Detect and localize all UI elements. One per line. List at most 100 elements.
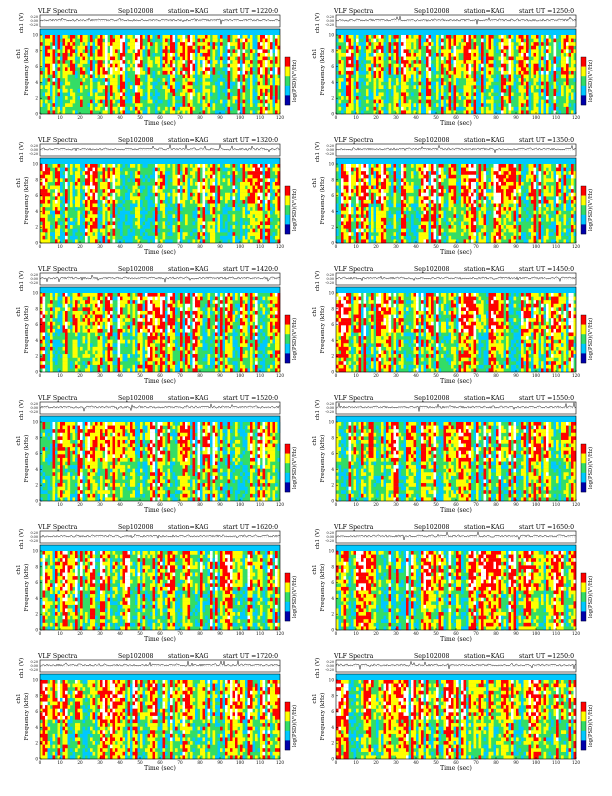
spectrogram-cell <box>384 110 387 114</box>
spectrogram-cell <box>263 53 266 57</box>
spectrogram-cell <box>481 92 484 96</box>
spectrogram-cell <box>233 236 236 240</box>
spectrogram-cell <box>381 211 384 215</box>
spectrogram-cell <box>371 229 374 233</box>
spectrogram-cell <box>175 193 178 197</box>
spectrogram-cell <box>424 39 427 43</box>
spectrogram-cell <box>153 214 156 218</box>
spectrogram-cell <box>374 75 377 79</box>
spectrogram-cell <box>454 89 457 93</box>
spectrogram-cell <box>250 78 253 82</box>
spectrogram-cell <box>103 239 106 243</box>
spectrogram-cell <box>235 71 238 75</box>
spectrogram-cell <box>464 35 467 39</box>
spectrogram-cell <box>235 67 238 71</box>
spectrogram-cell <box>110 49 113 53</box>
panel-title: VLF Spectra <box>37 8 78 15</box>
spectrogram-cell <box>456 53 459 57</box>
spectrogram-cell <box>349 200 352 204</box>
spectrogram-cell <box>250 178 253 182</box>
spectrogram-cell <box>386 75 389 79</box>
spectrogram-cell <box>541 57 544 61</box>
spectrogram-cell <box>364 168 367 172</box>
spectrogram-cell <box>43 57 46 61</box>
spectrogram-cell <box>105 171 108 175</box>
spectrogram-cell <box>175 35 178 39</box>
spectrogram-cell <box>424 82 427 86</box>
spectrogram-cell <box>168 53 171 57</box>
spectrogram-cell <box>401 193 404 197</box>
spectrogram-cell <box>178 42 181 46</box>
spectrogram-cell <box>173 110 176 114</box>
spectrogram-cell <box>426 78 429 82</box>
spectrogram-cell <box>113 168 116 172</box>
spectrogram-cell <box>230 92 233 96</box>
spectrogram-cell <box>108 171 111 175</box>
spectrogram-cell <box>43 225 46 229</box>
spectrogram-cell <box>441 82 444 86</box>
spectrogram-cell <box>203 71 206 75</box>
spectrogram-cell <box>466 89 469 93</box>
spectrogram-cell <box>240 103 243 107</box>
spectrogram-cell <box>63 175 66 179</box>
spectrogram-cell <box>218 92 221 96</box>
spectrogram-cell <box>268 96 271 100</box>
spectrogram-cell <box>73 193 76 197</box>
spectrogram-cell <box>389 225 392 229</box>
spectrogram-cell <box>93 100 96 104</box>
spectrogram-cell <box>153 171 156 175</box>
spectrogram-cell <box>273 82 276 86</box>
spectrogram-cell <box>386 39 389 43</box>
spectrogram-cell <box>50 35 53 39</box>
spectrogram-cell <box>138 168 141 172</box>
spectrogram-cell <box>240 229 243 233</box>
spectrogram-cell <box>43 46 46 50</box>
spectrogram-cell <box>551 71 554 75</box>
spectrogram-cell <box>193 35 196 39</box>
spectrogram-cell <box>429 35 432 39</box>
spectrogram-cell <box>409 103 412 107</box>
spectrogram-cell <box>396 71 399 75</box>
spectrogram-cell <box>359 225 362 229</box>
spectrogram-cell <box>270 204 273 208</box>
spectrogram-cell <box>203 239 206 243</box>
spectrogram-cell <box>499 67 502 71</box>
spectrogram-cell <box>258 92 261 96</box>
spectrogram-cell <box>466 100 469 104</box>
spectrogram-cell <box>193 107 196 111</box>
spectrogram-cell <box>354 89 357 93</box>
spectrogram-band-top <box>336 29 576 35</box>
spectrogram-cell <box>95 204 98 208</box>
spectrogram-cell <box>419 85 422 89</box>
spectrogram-cell <box>273 239 276 243</box>
y-axis-label: Frequency (kHz) <box>319 48 326 96</box>
spectrogram-cell <box>275 171 278 175</box>
spectrogram-cell <box>103 186 106 190</box>
spectrogram-cell <box>359 207 362 211</box>
spectrogram-cell <box>265 186 268 190</box>
spectrogram-cell <box>148 236 151 240</box>
spectrogram-cell <box>88 164 91 168</box>
spectrogram-cell <box>346 92 349 96</box>
x-tick-label: 90 <box>513 115 519 120</box>
spectrogram-cell <box>43 164 46 168</box>
spectrogram-cell <box>384 78 387 82</box>
spectrogram-cell <box>48 60 51 64</box>
spectrogram-cell <box>230 64 233 68</box>
spectrogram-cell <box>514 39 517 43</box>
spectrogram-cell <box>401 85 404 89</box>
spectrogram-cell <box>551 35 554 39</box>
spectrogram-cell <box>240 196 243 200</box>
spectrogram-cell <box>436 39 439 43</box>
spectrogram-cell <box>63 42 66 46</box>
spectrogram-cell <box>461 42 464 46</box>
spectrogram-cell <box>70 204 73 208</box>
spectrogram-cell <box>386 175 389 179</box>
spectrogram-cell <box>526 100 529 104</box>
spectrogram-cell <box>263 239 266 243</box>
spectrogram-cell <box>218 189 221 193</box>
spectrogram-cell <box>396 103 399 107</box>
spectrogram-cell <box>180 200 183 204</box>
spectrogram-cell <box>83 186 86 190</box>
spectrogram-cell <box>404 225 407 229</box>
